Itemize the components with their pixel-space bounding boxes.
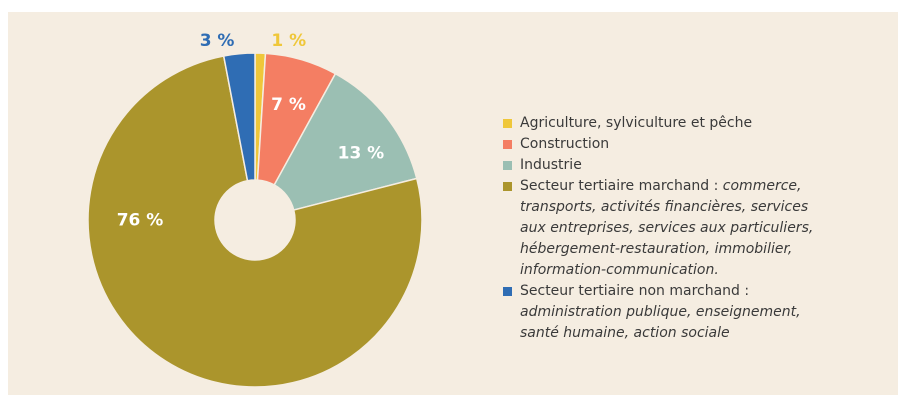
legend-item: Secteur tertiaire non marchand : adminis…	[503, 281, 833, 344]
legend: Agriculture, sylviculture et pêche Constr…	[503, 113, 833, 344]
legend-swatch	[503, 140, 512, 149]
value-label: 3 %	[200, 31, 235, 51]
legend-swatch	[503, 119, 512, 128]
legend-label: Construction	[520, 136, 610, 152]
value-label: 7 %	[271, 95, 306, 115]
value-label: 76 %	[117, 211, 164, 231]
legend-label: Secteur tertiaire non marchand :	[520, 283, 750, 299]
slice	[222, 52, 256, 182]
slice	[87, 55, 423, 388]
legend-item: Construction	[503, 134, 833, 155]
legend-swatch	[503, 182, 512, 191]
slice	[273, 72, 418, 211]
legend-label: Industrie	[520, 157, 582, 173]
legend-swatch	[503, 161, 512, 170]
legend-item: Industrie	[503, 155, 833, 176]
legend-swatch	[503, 287, 512, 296]
legend-item: Agriculture, sylviculture et pêche	[503, 113, 833, 134]
value-label: 1 %	[271, 31, 306, 51]
legend-detail: administration publique, enseignement, s…	[520, 304, 801, 341]
legend-item: Secteur tertiaire marchand : commerce, t…	[503, 176, 833, 281]
value-label: 13 %	[338, 144, 385, 164]
legend-detail: commerce, transports, activités financiè…	[520, 178, 814, 278]
legend-label: Agriculture, sylviculture et pêche	[520, 115, 753, 131]
legend-label: Secteur tertiaire marchand :	[520, 178, 723, 194]
